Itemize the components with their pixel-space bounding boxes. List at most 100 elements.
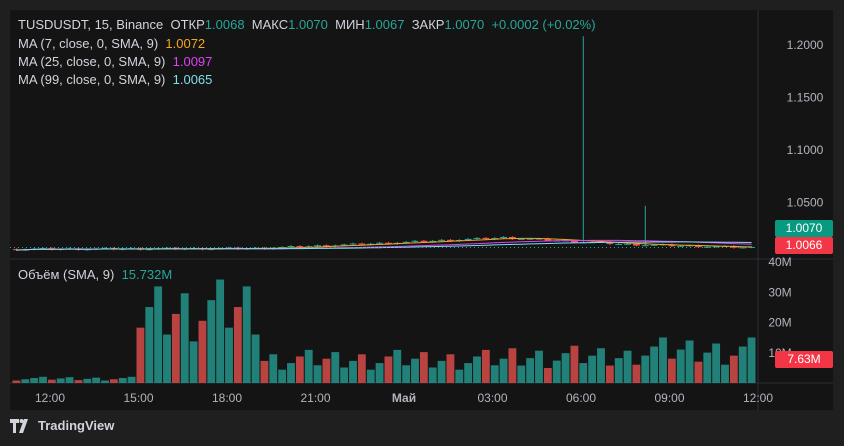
time-tick-label: 03:00 — [477, 391, 507, 405]
candle-body — [296, 246, 304, 248]
volume-bar — [322, 358, 331, 383]
volume-tick-label: 20M — [768, 316, 791, 330]
volume-bar — [729, 355, 738, 383]
volume-bar — [233, 307, 242, 383]
volume-legend[interactable]: Объём (SMA, 9) 15.732M — [18, 267, 172, 282]
volume-bar — [490, 365, 499, 383]
volume-bar — [499, 358, 508, 383]
candle-body — [305, 246, 313, 248]
candle-body — [535, 238, 543, 240]
volume-bar — [198, 320, 207, 383]
volume-bar — [56, 378, 65, 383]
ma7-legend[interactable]: MA (7, close, 0, SMA, 9) 1.0072 — [18, 36, 205, 51]
time-tick-label: 12:00 — [743, 391, 773, 405]
symbol-name[interactable]: TUSDUSDT — [18, 17, 88, 32]
volume-bar — [667, 358, 676, 383]
ma99-legend[interactable]: MA (99, close, 0, SMA, 9) 1.0065 — [18, 72, 212, 87]
chart-canvas[interactable]: 1.05001.10001.15001.200010M20M30M40M12:0… — [10, 10, 833, 410]
time-tick-label: 18:00 — [212, 391, 242, 405]
low-label: МИН — [335, 17, 365, 32]
volume-bar — [517, 365, 526, 383]
candle-body — [482, 237, 490, 240]
volume-bar — [74, 380, 83, 383]
volume-bar — [685, 340, 694, 383]
open-value: 1.0068 — [204, 17, 245, 32]
volume-tick-label: 30M — [768, 285, 791, 299]
volume-bar — [269, 354, 278, 383]
last-price-tag: 1.0070 — [775, 220, 833, 237]
volume-bar — [251, 334, 260, 383]
time-tick-label: 06:00 — [566, 391, 596, 405]
volume-bar — [216, 279, 225, 383]
volume-bar — [163, 334, 171, 383]
volume-bar — [118, 378, 127, 383]
volume-bar — [357, 354, 366, 383]
volume-bar — [411, 358, 419, 383]
volume-bar — [127, 376, 136, 383]
volume-bar — [92, 377, 101, 383]
tradingview-icon — [10, 418, 28, 433]
candle-body — [641, 245, 649, 247]
volume-bar — [712, 343, 721, 383]
candle-body — [101, 247, 109, 249]
tradingview-logo[interactable]: TradingView — [10, 418, 114, 433]
candle-body — [686, 245, 693, 247]
volume-bar — [419, 352, 428, 383]
ma7-value: 1.0072 — [165, 36, 206, 51]
candle-body — [376, 242, 383, 244]
volume-bar — [703, 352, 712, 383]
candle-body — [703, 246, 711, 248]
volume-bar — [21, 379, 30, 383]
volume-bar — [278, 369, 287, 383]
candle-body — [491, 238, 499, 240]
secondary-price-tag: 1.0066 — [775, 237, 833, 254]
volume-bar — [641, 355, 650, 383]
candle-body — [367, 243, 375, 245]
ma99-line — [16, 241, 752, 251]
volume-bar — [65, 377, 74, 383]
candle-body — [526, 238, 534, 240]
change-value: +0.0002 (+0.02%) — [491, 17, 596, 32]
volume-bar — [12, 380, 21, 383]
volume-bar — [340, 367, 349, 383]
volume-bar — [650, 346, 659, 383]
volume-bar — [30, 378, 39, 383]
volume-bar — [47, 379, 56, 383]
volume-bar — [570, 345, 579, 383]
ma25-value: 1.0097 — [172, 54, 213, 69]
volume-bar — [464, 363, 473, 383]
low-value: 1.0067 — [364, 17, 405, 32]
volume-bar — [623, 350, 632, 383]
volume-bar — [349, 360, 357, 383]
ohlc-legend: TUSDUSDT, 15, Binance ОТКР1.0068 МАКС1.0… — [18, 17, 596, 32]
volume-bar — [446, 354, 455, 383]
volume-bar — [331, 352, 340, 383]
volume-bar — [225, 327, 233, 383]
candle-body — [500, 236, 507, 239]
volume-bar — [384, 356, 393, 383]
volume-bar — [101, 380, 109, 383]
volume-bar — [242, 286, 251, 383]
volume-bar — [614, 358, 623, 383]
candle-body — [358, 243, 366, 245]
chart-panel[interactable]: 1.05001.10001.15001.200010M20M30M40M12:0… — [10, 10, 833, 410]
ma99-value: 1.0065 — [172, 72, 213, 87]
volume-tag: 7.63M — [775, 351, 833, 368]
time-tick-label: Май — [392, 391, 416, 405]
high-label: МАКС — [251, 17, 289, 32]
candle-body — [748, 246, 755, 248]
candle-body — [385, 242, 392, 244]
candle-body — [712, 246, 720, 248]
candle-body — [402, 241, 410, 243]
candle-body — [340, 244, 348, 246]
ma25-legend[interactable]: MA (25, close, 0, SMA, 9) 1.0097 — [18, 54, 212, 69]
volume-bar — [605, 365, 614, 383]
volume-bar — [552, 360, 561, 383]
volume-bar — [109, 379, 118, 383]
volume-bar — [694, 361, 703, 383]
candle-body — [163, 247, 171, 249]
ma99-label: MA (99, close, 0, SMA, 9) — [18, 72, 166, 87]
time-tick-label: 15:00 — [123, 391, 153, 405]
volume-bar — [659, 337, 667, 383]
volume-bar — [189, 341, 198, 383]
